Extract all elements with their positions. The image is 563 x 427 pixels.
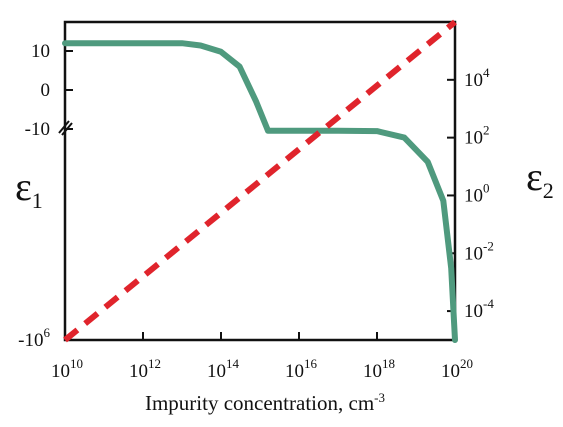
left-tick-label: 0 <box>41 80 51 101</box>
right-tick-label: 10-2 <box>464 238 494 264</box>
epsilon1-series-line <box>62 40 458 343</box>
x-tick-label: 1010 <box>51 356 83 382</box>
left-tick-label: -106 <box>18 325 50 351</box>
left-tick-label: -10 <box>25 119 50 140</box>
right-axis-ticks: 104 102 100 10-2 10-4 <box>447 65 494 322</box>
axis-break-mark <box>58 120 73 136</box>
x-tick-label: 1020 <box>441 356 473 382</box>
left-axis-title: ε1 <box>15 164 43 213</box>
right-tick-label: 102 <box>464 123 490 149</box>
series-layer <box>62 19 458 343</box>
x-tick-label: 1012 <box>129 356 161 382</box>
right-tick-label: 100 <box>464 180 490 206</box>
x-tick-label: 1016 <box>285 356 318 382</box>
x-tick-label: 1018 <box>363 356 395 382</box>
x-axis-ticks: 1010 1012 1014 1016 1018 1020 <box>51 332 473 382</box>
x-axis-title: Impurity concentration, cm-3 <box>145 390 385 415</box>
left-axis-ticks: 10 0 -10 -106 <box>18 41 73 351</box>
plot-frame <box>63 20 457 342</box>
left-tick-label: 10 <box>31 41 50 62</box>
right-tick-label: 104 <box>464 65 490 91</box>
epsilon2-series-line <box>63 19 457 343</box>
right-axis-title: ε2 <box>526 154 554 203</box>
right-tick-label: 10-4 <box>464 296 494 322</box>
x-tick-label: 1014 <box>207 356 240 382</box>
plot-area <box>63 20 457 342</box>
